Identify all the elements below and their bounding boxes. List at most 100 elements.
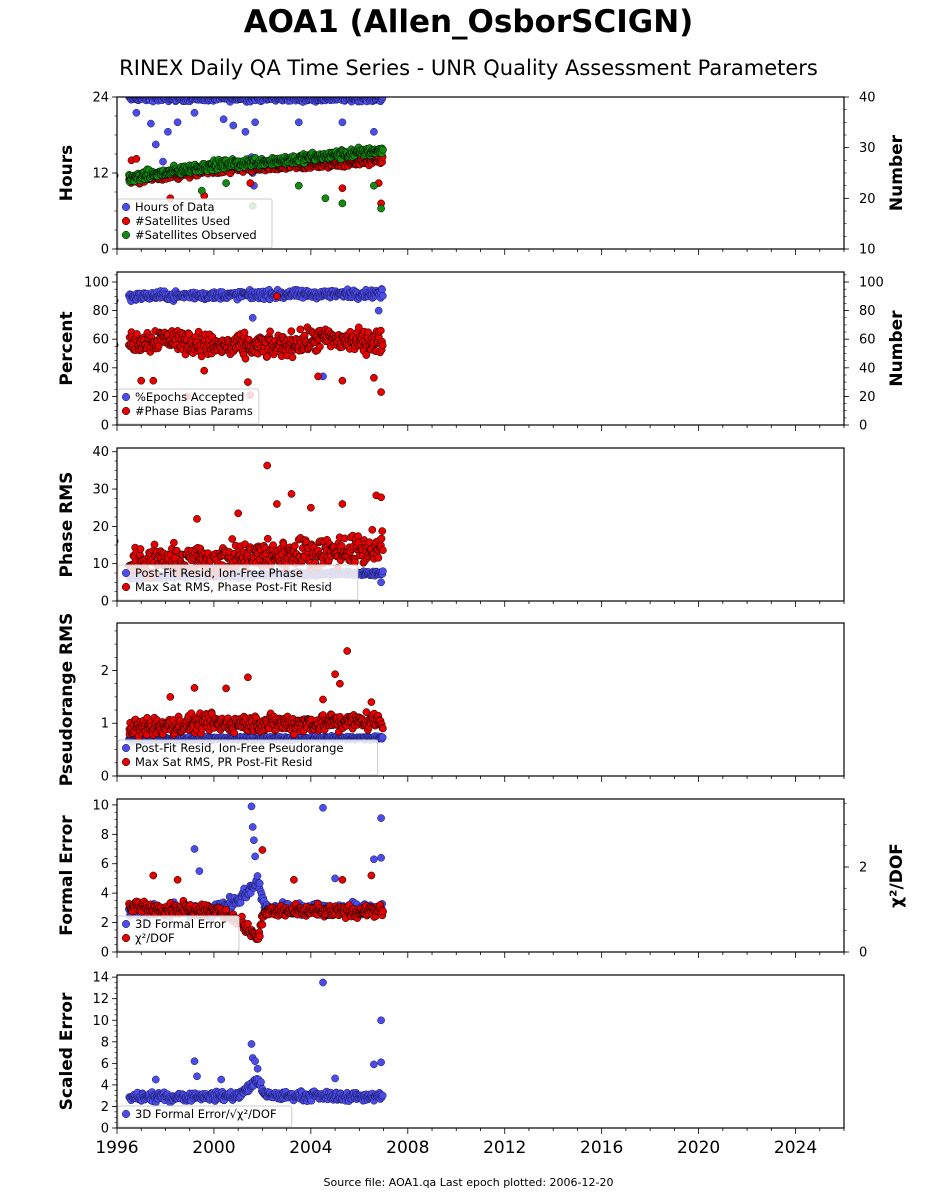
- y2-tick-label: 40: [859, 91, 876, 106]
- data-point: [228, 535, 237, 543]
- y-tick-label: 80: [92, 304, 109, 319]
- legend-box: [117, 388, 260, 425]
- legend: Hours of Data#Satellites Used#Satellites…: [117, 198, 273, 249]
- data-point: [379, 567, 387, 576]
- data-point: [164, 127, 172, 136]
- legend-label: Hours of Data: [135, 200, 215, 214]
- data-point: [250, 836, 258, 845]
- page-title: AOA1 (Allen_OsborSCIGN): [243, 4, 694, 40]
- data-point: [149, 376, 158, 385]
- data-point: [263, 461, 272, 470]
- y-tick-label: 1: [101, 717, 109, 732]
- data-point: [150, 540, 159, 549]
- data-point: [248, 823, 257, 831]
- data-point: [229, 121, 238, 130]
- data-point: [379, 546, 387, 555]
- data-point: [247, 802, 256, 811]
- data-point: [319, 695, 327, 704]
- legend-marker: [121, 230, 131, 240]
- data-point: [170, 538, 178, 547]
- data-point: [377, 204, 385, 213]
- y2-tick-label: 60: [859, 333, 876, 348]
- y-tick-label: 20: [92, 520, 109, 535]
- data-point: [258, 920, 267, 929]
- y-axis-label: Pseudorange RMS: [57, 613, 77, 787]
- data-point: [200, 366, 209, 375]
- legend: Post-Fit Resid, Ion-Free PseudorangeMax …: [117, 739, 379, 776]
- data-point: [173, 118, 182, 127]
- series-2: [117, 461, 387, 583]
- data-point: [294, 118, 303, 127]
- panel-2-points: [117, 285, 387, 401]
- data-point: [314, 372, 322, 381]
- legend-label: Post-Fit Resid, Ion-Free Phase: [135, 566, 303, 580]
- legend-marker: [121, 202, 131, 212]
- data-point: [190, 108, 199, 117]
- data-point: [230, 729, 239, 737]
- data-point: [378, 733, 387, 742]
- y2-tick-label: 10: [859, 243, 876, 258]
- data-point: [379, 724, 387, 733]
- data-point: [222, 905, 230, 914]
- y2-axis-label: Number: [887, 310, 907, 387]
- data-point: [222, 684, 230, 693]
- data-point: [251, 852, 259, 861]
- y2-tick-label: 30: [859, 141, 876, 156]
- data-point: [151, 140, 160, 149]
- data-point: [338, 376, 347, 385]
- y-tick-label: 24: [92, 91, 109, 106]
- data-point: [338, 199, 347, 208]
- legend-label: #Satellites Observed: [135, 228, 257, 242]
- series-1: [125, 97, 387, 190]
- y-tick-label: 20: [92, 390, 109, 405]
- page-subtitle: RINEX Daily QA Time Series - UNR Quality…: [119, 56, 818, 80]
- data-point: [234, 509, 243, 518]
- data-point: [367, 698, 376, 706]
- y-tick-label: 40: [92, 361, 109, 376]
- data-point: [197, 186, 206, 195]
- data-point: [370, 181, 378, 190]
- data-point: [362, 351, 371, 359]
- panel-1-points: [117, 97, 387, 213]
- data-point: [379, 291, 387, 300]
- y2-tick-label: 40: [859, 361, 876, 376]
- data-point: [378, 341, 387, 350]
- data-point: [273, 292, 281, 301]
- data-point: [343, 647, 352, 655]
- data-point: [244, 673, 252, 682]
- data-point: [331, 670, 339, 679]
- y-tick-label: 0: [101, 595, 109, 610]
- data-point: [266, 327, 274, 336]
- legend: %Epochs Accepted#Phase Bias Params: [117, 388, 260, 425]
- panel-4-points: [117, 647, 387, 751]
- data-point: [374, 553, 383, 562]
- legend-marker: [121, 743, 131, 753]
- data-point: [255, 932, 264, 941]
- series-1: [117, 285, 387, 381]
- series-2: [125, 846, 387, 943]
- data-point: [269, 541, 277, 550]
- data-point: [253, 872, 262, 880]
- data-point: [377, 578, 385, 587]
- data-point: [137, 376, 146, 385]
- y-tick-label: 10: [92, 557, 109, 572]
- data-point: [222, 179, 230, 187]
- data-point: [251, 118, 259, 127]
- panel-2: 020406080100Percent020406080100Number%Ep…: [57, 271, 907, 434]
- data-point: [195, 867, 204, 875]
- data-point: [377, 534, 386, 543]
- data-point: [263, 534, 272, 543]
- legend-marker: [121, 757, 131, 767]
- data-point: [240, 328, 249, 337]
- data-point: [166, 693, 175, 701]
- data-point: [246, 179, 255, 187]
- data-point: [255, 879, 264, 888]
- y-tick-label: 2: [101, 664, 109, 679]
- panel-5-points: [125, 802, 387, 943]
- data-point: [241, 127, 250, 136]
- y-tick-label: 100: [84, 276, 109, 291]
- data-point: [190, 684, 199, 692]
